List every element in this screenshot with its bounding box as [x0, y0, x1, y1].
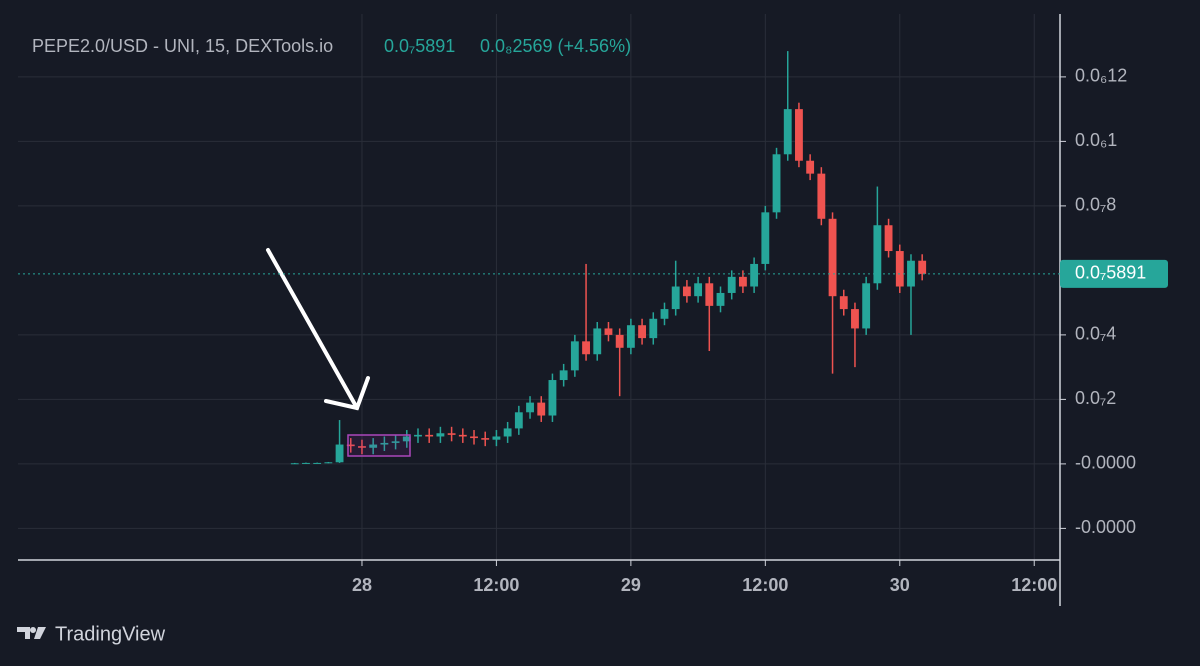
- x-tick-label: 12:00: [1011, 575, 1057, 595]
- y-tick-label: 0.0₇8: [1075, 195, 1116, 215]
- candle-body: [514, 412, 523, 429]
- candle-body: [873, 225, 882, 284]
- arrow-head: [324, 376, 370, 411]
- candle-body: [391, 441, 400, 443]
- arrow-shaft: [266, 248, 359, 410]
- candle-body: [884, 225, 893, 252]
- candle-body: [907, 260, 915, 287]
- candle-body: [570, 341, 579, 371]
- y-tick-label: 0.0₆12: [1075, 66, 1127, 86]
- candle-body: [335, 444, 344, 463]
- candle-body: [738, 276, 747, 287]
- candle-body: [828, 218, 837, 297]
- last-price-box: [1060, 259, 1168, 288]
- candle-body: [694, 283, 703, 297]
- grid: [18, 14, 1060, 560]
- candles: [290, 51, 927, 465]
- candle-body: [772, 154, 781, 213]
- candle-body: [660, 309, 669, 319]
- candle-body: [503, 428, 512, 437]
- x-tick-label: 12:00: [473, 575, 519, 595]
- candle-body: [895, 251, 904, 287]
- candle-body: [761, 212, 770, 264]
- candle-body: [862, 283, 871, 329]
- chart-title: PEPE2.0/USD - UNI, 15, DEXTools.io: [32, 36, 333, 56]
- x-tick-label: 28: [352, 575, 372, 595]
- x-tick-label: 30: [890, 575, 910, 595]
- candle-body: [559, 370, 568, 381]
- candle-body: [402, 436, 411, 442]
- candle-body: [313, 462, 322, 464]
- y-tick-label: 0.0₇4: [1075, 324, 1116, 344]
- candle-body: [851, 309, 859, 329]
- tradingview-logo: TradingView: [17, 623, 166, 645]
- candle-body: [425, 434, 434, 437]
- candle-body: [682, 286, 691, 297]
- candle-body: [324, 462, 333, 464]
- y-tick-label: 0.0₆1: [1075, 130, 1117, 150]
- candle-body: [839, 296, 848, 310]
- candle-body: [548, 380, 557, 416]
- candle-body: [526, 402, 534, 413]
- candle-body: [481, 438, 490, 440]
- candle-body: [492, 436, 501, 440]
- candle-body: [537, 402, 546, 416]
- candle-body: [346, 444, 355, 447]
- candle-body: [358, 446, 366, 448]
- candle-body: [436, 433, 445, 437]
- candle-body: [727, 276, 736, 293]
- candle-body: [806, 160, 815, 174]
- candle-body: [470, 436, 478, 439]
- candle-body: [447, 433, 456, 435]
- candle-body: [638, 325, 647, 339]
- candle-body: [302, 462, 310, 464]
- logo-icon: [17, 626, 46, 639]
- candle-body: [750, 263, 759, 287]
- candle-body: [716, 292, 725, 306]
- y-tick-label: -0.0000: [1075, 453, 1136, 473]
- candle-body: [593, 328, 602, 355]
- candle-body: [705, 283, 714, 306]
- candle-body: [817, 173, 826, 219]
- candle-body: [918, 260, 927, 274]
- last-price-label: 0.0₇5891: [1075, 263, 1146, 283]
- y-tick-label: -0.0000: [1075, 517, 1136, 537]
- price-change: 0.0₈2569 (+4.56%): [480, 36, 631, 56]
- candle-body: [615, 334, 624, 348]
- candle-body: [290, 463, 299, 465]
- last-price: 0.0₇5891: [384, 36, 455, 56]
- candle-body: [604, 328, 613, 335]
- x-tick-label: 12:00: [742, 575, 788, 595]
- y-tick-label: 0.0₇2: [1075, 388, 1116, 408]
- arrow: [266, 248, 370, 411]
- candle-body: [582, 341, 590, 355]
- candle-body: [414, 434, 422, 437]
- footer-brand: TradingView: [55, 623, 166, 645]
- candle-body: [458, 434, 467, 437]
- x-tick-label: 29: [621, 575, 641, 595]
- candle-body: [369, 444, 378, 448]
- highlight-box: [347, 434, 411, 457]
- candle-body: [671, 286, 680, 310]
- candle-body: [626, 325, 635, 348]
- candle-body: [795, 109, 803, 161]
- candle-body: [380, 442, 389, 445]
- candle-body: [649, 318, 658, 339]
- candle-body: [783, 109, 792, 155]
